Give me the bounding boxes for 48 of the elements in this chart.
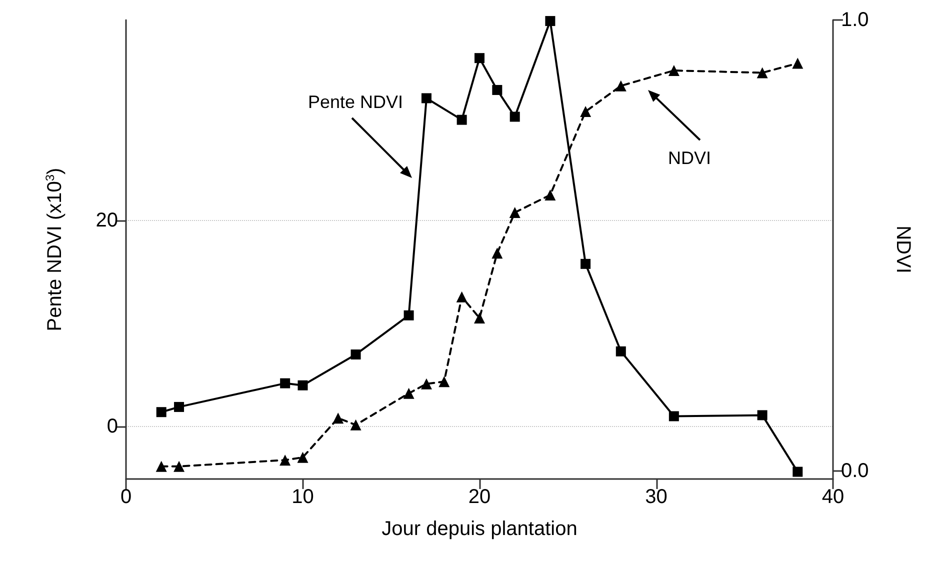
point xyxy=(456,114,467,125)
point xyxy=(509,207,520,218)
point xyxy=(792,466,803,477)
y-axis-title: Pente NDVI (x103) xyxy=(43,168,66,332)
point xyxy=(492,248,503,259)
point xyxy=(615,80,626,92)
annotation: Pente NDVI xyxy=(308,92,403,112)
point xyxy=(174,402,184,412)
point xyxy=(156,460,167,472)
point xyxy=(668,65,680,76)
point xyxy=(421,93,432,104)
point xyxy=(580,106,592,118)
point xyxy=(456,291,468,302)
y2-axis-title: NDVI xyxy=(892,226,914,274)
point xyxy=(280,454,291,466)
point xyxy=(297,452,308,463)
point xyxy=(757,410,768,420)
point xyxy=(156,407,166,418)
point xyxy=(544,189,556,200)
point xyxy=(580,258,591,269)
x-tick-label: 10 xyxy=(292,486,314,508)
x-tick-label: 20 xyxy=(468,486,491,508)
annotation: NDVI xyxy=(668,148,712,168)
x-tick-label: 40 xyxy=(822,486,844,508)
x-tick-label: 30 xyxy=(645,486,668,508)
point xyxy=(404,310,414,320)
point xyxy=(545,16,556,26)
point xyxy=(510,112,520,122)
point xyxy=(350,349,361,360)
point xyxy=(474,53,484,64)
x-tick-label: 0 xyxy=(120,486,132,508)
point xyxy=(492,84,502,95)
point xyxy=(403,388,414,399)
point xyxy=(668,411,679,422)
point xyxy=(792,58,804,69)
point xyxy=(756,67,768,78)
x-axis-title: Jour depuis plantation xyxy=(382,518,578,540)
point xyxy=(616,346,626,356)
point xyxy=(420,378,432,390)
point xyxy=(332,412,344,424)
point xyxy=(474,312,485,324)
y2-tick-label: 0.0 xyxy=(841,460,869,482)
y2-tick-label: 1.0 xyxy=(841,9,869,31)
point xyxy=(174,460,185,472)
point xyxy=(280,378,290,388)
point xyxy=(298,380,308,390)
point xyxy=(438,376,450,388)
point xyxy=(350,419,362,430)
